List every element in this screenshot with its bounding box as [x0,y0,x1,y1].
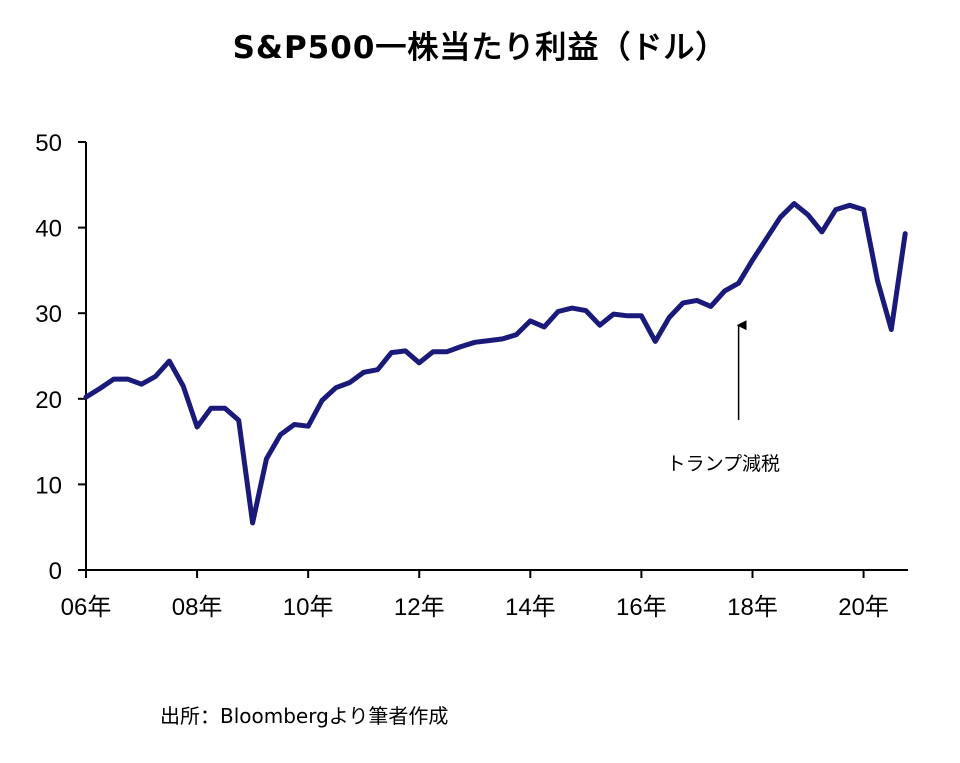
x-tick-label: 12年 [394,594,445,621]
y-tick-label: 40 [35,216,62,243]
source-note: 出所：Bloombergより筆者作成 [160,704,449,728]
chart-title: S&P500一株当たり利益（ドル） [232,30,728,66]
y-tick-label: 10 [35,472,62,499]
y-tick-label: 30 [35,301,62,328]
eps-series-line [83,201,908,526]
x-tick-label: 08年 [172,594,223,621]
y-axis-ticks: 0 10 20 30 40 50 [35,130,86,585]
series-group [83,201,908,526]
y-tick-label: 50 [35,130,62,157]
x-axis-ticks: 06年 08年 10年 12年 14年 16年 18年 20年 [61,570,889,621]
axes [85,142,908,571]
y-tick-label: 0 [49,558,62,585]
annotation-group: トランプ減税 [667,320,780,475]
x-tick-label: 20年 [838,594,889,621]
x-tick-label: 10年 [283,594,334,621]
y-tick-label: 20 [35,387,62,414]
x-tick-label: 06年 [61,594,112,621]
annotation-label: トランプ減税 [667,453,780,475]
x-tick-label: 18年 [727,594,778,621]
x-tick-label: 16年 [616,594,667,621]
x-tick-label: 14年 [505,594,556,621]
